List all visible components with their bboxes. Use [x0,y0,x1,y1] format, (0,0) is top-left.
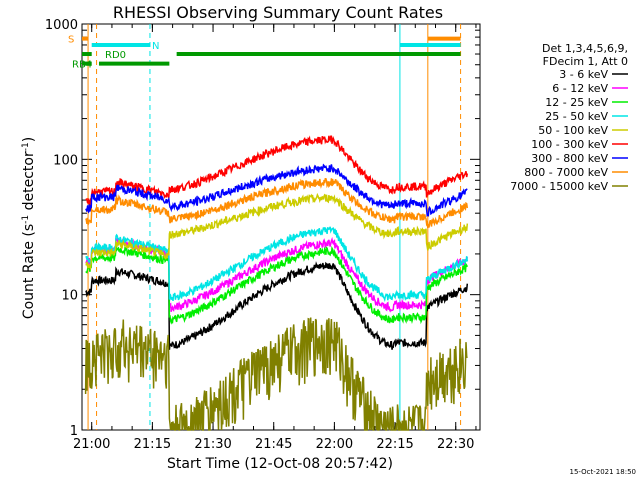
timestamp: 15-Oct-2021 18:50 [570,468,636,476]
x-axis-label: Start Time (12-Oct-08 20:57:42) [167,456,393,472]
y-tick-label: 1 [70,424,78,439]
series-line [85,135,469,207]
series-line [85,178,469,229]
x-tick-label: 22:30 [437,437,474,452]
flag-label: RD0 [105,50,126,61]
legend-entry: 12 - 25 keV [545,96,608,109]
y-axis-label: Count Rate (s-1 detector-1) [21,137,37,319]
legend-entry: 50 - 100 keV [538,124,608,137]
flag-label: S [68,35,74,46]
legend-entry: 7000 - 15000 keV [510,180,608,193]
series-line [85,163,468,218]
x-tick-label: 21:45 [255,437,292,452]
x-tick-label: 21:00 [73,437,110,452]
y-tick-label: 1000 [45,18,78,33]
legend-entry: 3 - 6 keV [559,68,608,81]
legend-entry: 800 - 7000 keV [524,166,608,179]
series-line [85,245,468,325]
flag-label: N [152,41,159,52]
legend-header-1: Det 1,3,4,5,6,9, [542,42,628,55]
y-tick-label: 10 [61,289,78,304]
series-group [84,135,469,431]
x-tick-label: 22:00 [316,437,353,452]
y-axis: 1 10 100 1000 [45,18,480,439]
series-line [85,192,469,271]
legend-entry: 100 - 300 keV [531,138,608,151]
legend-entry: 300 - 800 keV [531,152,608,165]
series-line [85,261,469,350]
y-tick-label: 100 [53,153,78,168]
chart-title: RHESSI Observing Summary Count Rates [113,3,443,22]
x-axis: 21:00 21:15 21:30 21:45 22:00 22:15 22:30 [73,24,477,452]
x-tick-label: 22:15 [376,437,413,452]
legend-header-2: FDecim 1, Att 0 [543,55,628,68]
x-tick-label: 21:15 [134,437,171,452]
legend-entry: 6 - 12 keV [552,82,608,95]
plot-frame [81,23,481,431]
series-line [85,226,469,303]
flag-label: RB4 [72,60,92,71]
x-tick-label: 21:30 [194,437,231,452]
series-line [84,317,468,431]
mode-flags: S RD0 RB4 N [68,24,462,430]
legend-entry: 25 - 50 keV [545,110,608,123]
